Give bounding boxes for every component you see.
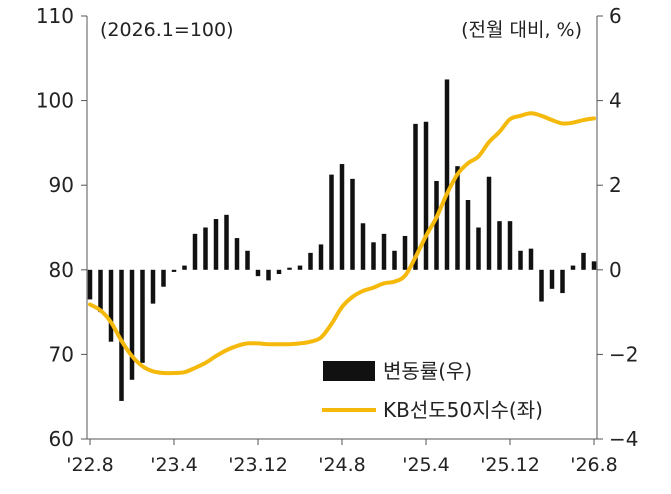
x-tick-label: '26.8 <box>570 454 618 476</box>
left-tick-label: 90 <box>49 173 74 197</box>
legend-bar-label: 변동률(우) <box>383 359 472 383</box>
bar <box>424 122 429 270</box>
right-tick-label: −4 <box>609 427 638 451</box>
bar <box>214 219 219 270</box>
left-axis-note: (2026.1=100) <box>100 19 234 41</box>
bar <box>371 242 376 269</box>
bar <box>329 175 334 270</box>
bar <box>224 215 229 270</box>
bar <box>235 238 240 270</box>
x-tick-label: '25.12 <box>480 454 540 476</box>
bar <box>140 270 145 363</box>
bar <box>203 228 208 270</box>
legend-bar-swatch <box>323 361 375 381</box>
bar <box>497 221 502 270</box>
right-tick-label: 4 <box>609 89 622 113</box>
legend-line-label: KB선도50지수(좌) <box>383 398 543 422</box>
bar <box>571 266 576 270</box>
bar <box>518 251 523 270</box>
right-tick-label: −2 <box>609 342 638 366</box>
x-tick-label: '23.4 <box>150 454 198 476</box>
bar <box>550 270 555 289</box>
bar <box>287 268 292 270</box>
bar <box>182 266 187 270</box>
bar <box>539 270 544 302</box>
bar <box>455 166 460 270</box>
left-tick-label: 60 <box>49 427 74 451</box>
left-tick-label: 70 <box>49 342 74 366</box>
right-tick-label: 2 <box>609 173 622 197</box>
x-tick-label: '22.8 <box>66 454 114 476</box>
right-tick-label: 6 <box>609 4 622 28</box>
left-tick-label: 100 <box>36 89 74 113</box>
bar <box>466 200 471 270</box>
bar-series-change-rate <box>88 79 597 400</box>
bar <box>340 164 345 270</box>
bar <box>277 270 282 274</box>
legend: 변동률(우) KB선도50지수(좌) <box>322 359 543 422</box>
axis-labels: 60 70 80 90 100 110 −4 −2 0 2 4 6 '22.8 '23.4 '23.12 '2… <box>36 4 639 476</box>
bar <box>172 270 177 272</box>
bar <box>487 177 492 270</box>
bar <box>308 253 313 270</box>
bar <box>382 234 387 270</box>
bar <box>508 221 513 270</box>
bar <box>319 244 324 269</box>
bar <box>529 249 534 270</box>
right-axis-note: (전월 대비, %) <box>461 19 582 41</box>
bar <box>476 228 481 270</box>
bar <box>434 181 439 270</box>
left-tick-label: 80 <box>49 258 74 282</box>
x-tick-label: '23.12 <box>228 454 288 476</box>
bar <box>266 270 271 281</box>
right-tick-label: 0 <box>609 258 622 282</box>
bar <box>88 270 93 300</box>
x-tick-label: '24.8 <box>318 454 366 476</box>
bar <box>161 270 166 287</box>
bar <box>245 251 250 270</box>
bar <box>256 270 261 276</box>
bar <box>298 266 303 270</box>
bar <box>130 270 135 380</box>
bar <box>98 270 103 312</box>
bar <box>445 79 450 269</box>
bar <box>413 124 418 270</box>
bar <box>109 270 114 342</box>
bar <box>151 270 156 304</box>
bar <box>403 236 408 270</box>
bar <box>193 234 198 270</box>
bar <box>560 270 565 293</box>
bar <box>392 251 397 270</box>
bar <box>361 223 366 270</box>
bar <box>581 253 586 270</box>
bar <box>592 261 597 269</box>
bar <box>350 179 355 270</box>
x-tick-label: '25.4 <box>402 454 450 476</box>
left-tick-label: 110 <box>36 4 74 28</box>
